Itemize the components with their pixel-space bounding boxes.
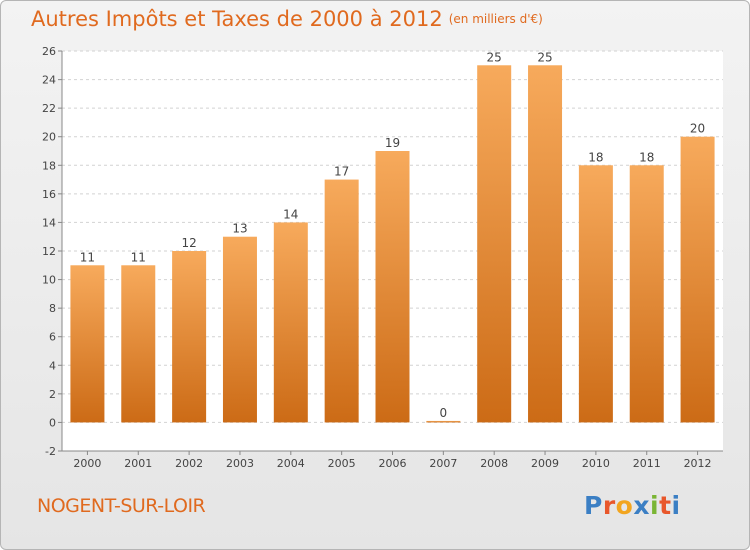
data-label-2001: 11 [131, 250, 146, 264]
y-tick-label: 6 [49, 331, 56, 344]
x-tick-label: 2010 [582, 457, 610, 470]
data-label-2008: 25 [487, 50, 502, 64]
data-label-2007: 0 [440, 406, 448, 420]
logo-letter: P [584, 491, 603, 520]
bar-2004 [273, 222, 308, 423]
y-tick-label: 24 [42, 74, 56, 87]
bar-2003 [222, 236, 257, 423]
y-tick-label: 10 [42, 274, 56, 287]
y-tick-label: 4 [49, 359, 56, 372]
y-tick-label: 22 [42, 102, 56, 115]
bar-2001 [121, 265, 156, 423]
chart-title-block: Autres Impôts et Taxes de 2000 à 2012 (en… [31, 7, 543, 31]
bar-2011 [629, 165, 664, 423]
bar-2012 [680, 136, 715, 423]
commune-name: NOGENT-SUR-LOIR [37, 495, 206, 517]
x-tick-label: 2009 [531, 457, 559, 470]
x-tick-label: 2012 [684, 457, 712, 470]
y-tick-label: 16 [42, 188, 56, 201]
bar-2007 [426, 420, 461, 423]
y-tick-label: 26 [42, 45, 56, 58]
x-tick-label: 2006 [379, 457, 407, 470]
y-tick-label: 2 [49, 388, 56, 401]
bar-2010 [578, 165, 613, 423]
data-label-2000: 11 [80, 250, 95, 264]
x-tick-label: 2007 [429, 457, 457, 470]
y-tick-label: -2 [45, 445, 56, 458]
data-label-2009: 25 [537, 50, 552, 64]
bar-2006 [375, 151, 410, 423]
data-label-2011: 18 [639, 150, 654, 164]
y-tick-label: 12 [42, 245, 56, 258]
logo-letter: t [659, 491, 672, 520]
x-tick-label: 2011 [633, 457, 661, 470]
data-label-2002: 12 [181, 236, 196, 250]
chart-subtitle: (en milliers d'€) [448, 12, 543, 26]
x-tick-label: 2005 [328, 457, 356, 470]
x-tick-label: 2001 [124, 457, 152, 470]
bar-2000 [70, 265, 105, 423]
logo-letter: i [671, 491, 681, 520]
logo-letter: r [602, 491, 616, 520]
chart-title: Autres Impôts et Taxes de 2000 à 2012 [31, 7, 443, 31]
data-label-2012: 20 [690, 122, 705, 136]
y-tick-label: 14 [42, 216, 56, 229]
x-tick-label: 2004 [277, 457, 305, 470]
bar-2008 [477, 65, 512, 423]
proxiti-logo: Proxiti [584, 491, 681, 520]
data-label-2003: 13 [232, 222, 247, 236]
data-label-2006: 19 [385, 136, 400, 150]
logo-letter: x [633, 491, 650, 520]
y-tick-label: 18 [42, 159, 56, 172]
x-tick-label: 2003 [226, 457, 254, 470]
bar-2005 [324, 179, 359, 423]
x-tick-label: 2008 [480, 457, 508, 470]
bar-2009 [528, 65, 563, 423]
logo-letter: i [650, 491, 660, 520]
data-label-2010: 18 [588, 150, 603, 164]
y-tick-label: 0 [49, 416, 56, 429]
data-label-2005: 17 [334, 165, 349, 179]
logo-letter: o [615, 491, 634, 520]
bar-2002 [172, 251, 207, 423]
y-tick-label: 8 [49, 302, 56, 315]
data-label-2004: 14 [283, 207, 298, 221]
x-tick-label: 2002 [175, 457, 203, 470]
x-tick-label: 2000 [73, 457, 101, 470]
y-tick-label: 20 [42, 131, 56, 144]
